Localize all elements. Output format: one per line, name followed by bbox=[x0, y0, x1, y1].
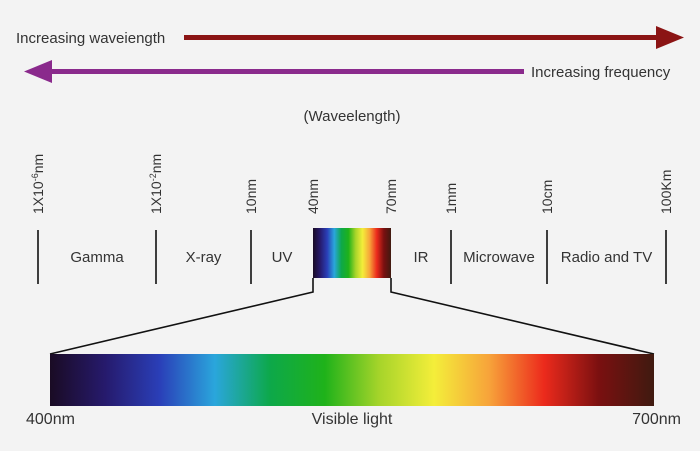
tick-label: 1mm bbox=[443, 183, 459, 214]
scale-title: (Waveelength) bbox=[304, 108, 401, 125]
tick-label: 70nm bbox=[383, 179, 399, 214]
visible-end-label: 700nm bbox=[632, 411, 681, 428]
tick-label: 40nm bbox=[305, 179, 321, 214]
frequency-arrowhead bbox=[24, 60, 52, 83]
region-labels: Gamma X-ray UV IR Microwave Radio and TV bbox=[70, 249, 652, 266]
region-label-x-ray: X-ray bbox=[186, 249, 222, 266]
wavelength-arrow-shaft bbox=[184, 35, 660, 40]
tick-label: 100Km bbox=[658, 170, 674, 214]
region-label-ir: IR bbox=[414, 249, 429, 266]
region-separators bbox=[37, 230, 667, 284]
frequency-arrow: Increasing frequency bbox=[24, 60, 671, 83]
zoom-line-right bbox=[390, 278, 655, 355]
zoom-line-left bbox=[49, 278, 314, 355]
tick-label: 1X10-6nm bbox=[30, 154, 46, 214]
frequency-arrow-label: Increasing frequency bbox=[531, 64, 671, 81]
wavelength-arrow-label: Increasing waveiength bbox=[16, 30, 165, 47]
frequency-arrow-shaft bbox=[48, 69, 524, 74]
region-label-uv: UV bbox=[272, 249, 293, 266]
visible-start-label: 400nm bbox=[26, 411, 75, 428]
region-label-microwave: Microwave bbox=[463, 249, 535, 266]
region-label-gamma: Gamma bbox=[70, 249, 124, 266]
tick-label: 1X10-2nm bbox=[148, 154, 164, 214]
tick-label: 10nm bbox=[243, 179, 259, 214]
wavelength-arrow: Increasing waveiength bbox=[16, 26, 684, 49]
tick-labels: 1X10-6nm 1X10-2nm 10nm 40nm 70nm 1mm 10cm 100Km bbox=[30, 154, 674, 214]
visible-band-small bbox=[313, 228, 391, 278]
region-label-radio-and-tv: Radio and TV bbox=[561, 249, 652, 266]
visible-spectrum-bar bbox=[50, 354, 654, 406]
tick-label: 10cm bbox=[539, 180, 555, 214]
visible-light-label: Visible light bbox=[312, 411, 393, 428]
wavelength-arrowhead bbox=[656, 26, 684, 49]
